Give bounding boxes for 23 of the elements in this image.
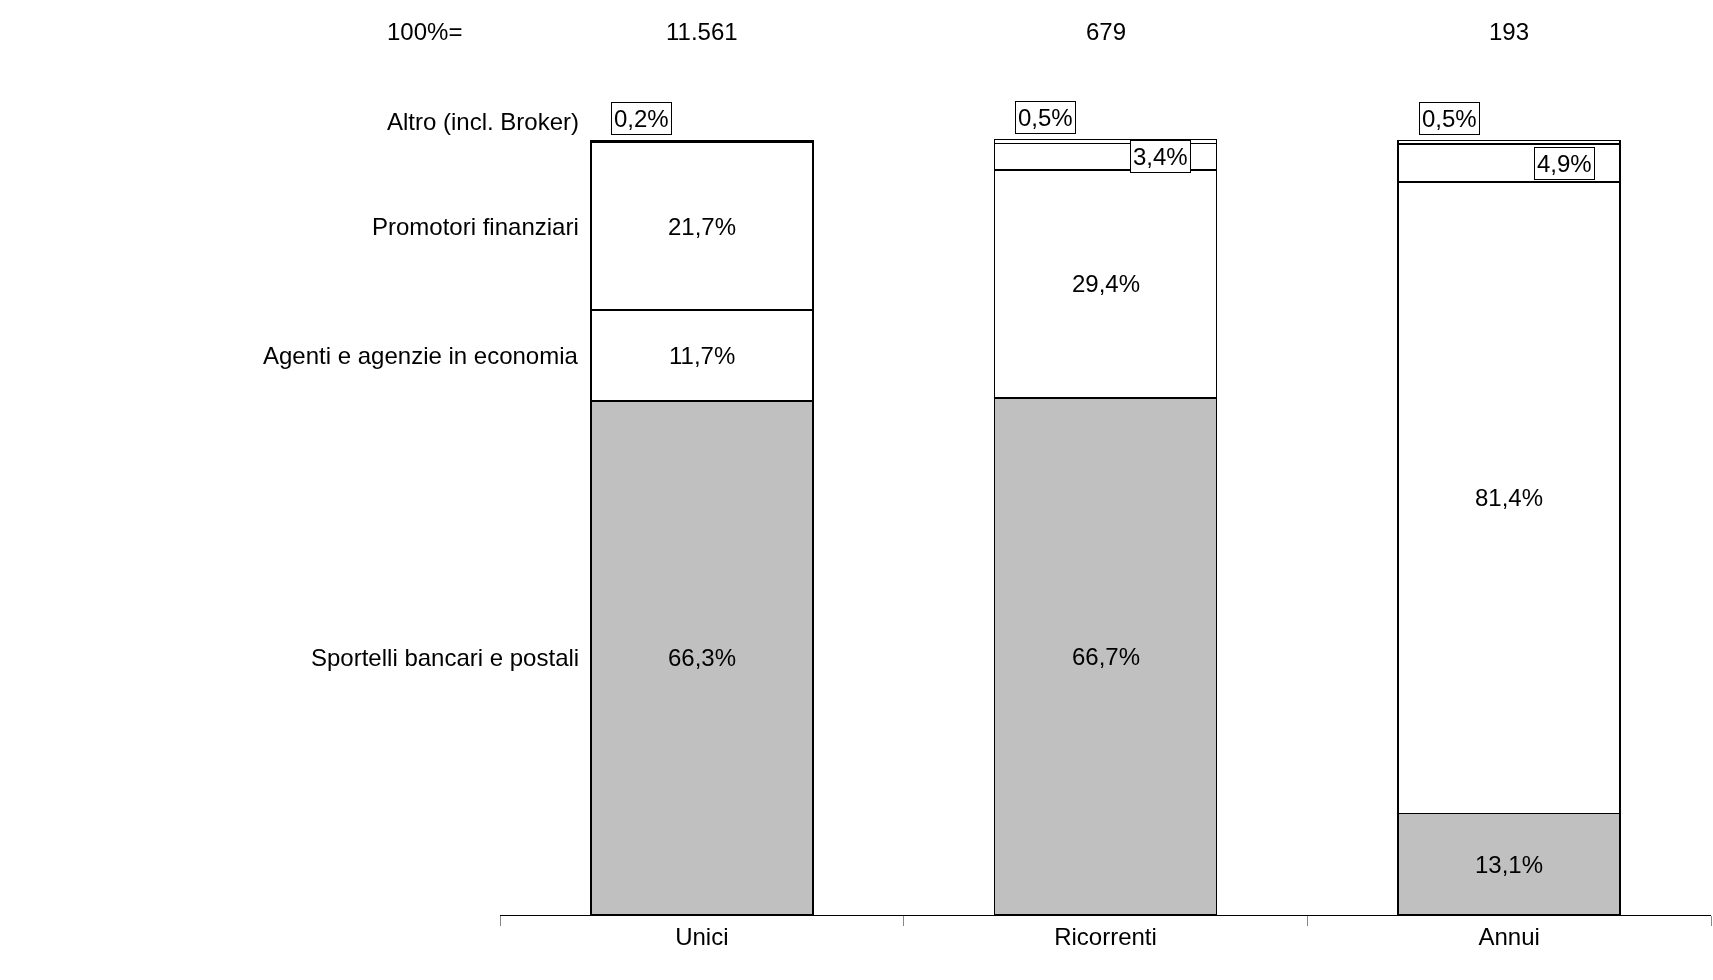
data-label: 13,1% [1475,851,1544,878]
x-tick-label: Unici [675,922,729,950]
legend-label: Altro (incl. Broker) [387,108,580,135]
x-tick-label: Annui [1478,922,1540,950]
data-label: 66,3% [668,644,737,671]
data-label: 3,4% [1133,143,1188,170]
data-label: 29,4% [1072,270,1141,297]
text: 100%= [387,18,463,45]
text: 193 [1489,18,1530,45]
data-label: 11,7% [669,342,736,369]
data-label: 66,7% [1072,643,1141,670]
text: 11.561 [666,18,738,45]
data-label: 4,9% [1537,150,1592,177]
data-label: 0,5% [1018,104,1073,131]
data-label: 21,7% [668,213,737,240]
text: 679 [1086,18,1127,45]
data-label: 0,5% [1422,105,1477,132]
x-tick-label: Ricorrenti [1054,922,1157,950]
series-label: Agenti e agenzie in economia [263,342,579,369]
data-label: 81,4% [1475,484,1544,511]
series-label: Sportelli bancari e postali [311,644,580,671]
series-label: Promotori finanziari [372,213,579,240]
data-label: 0,2% [614,105,669,132]
